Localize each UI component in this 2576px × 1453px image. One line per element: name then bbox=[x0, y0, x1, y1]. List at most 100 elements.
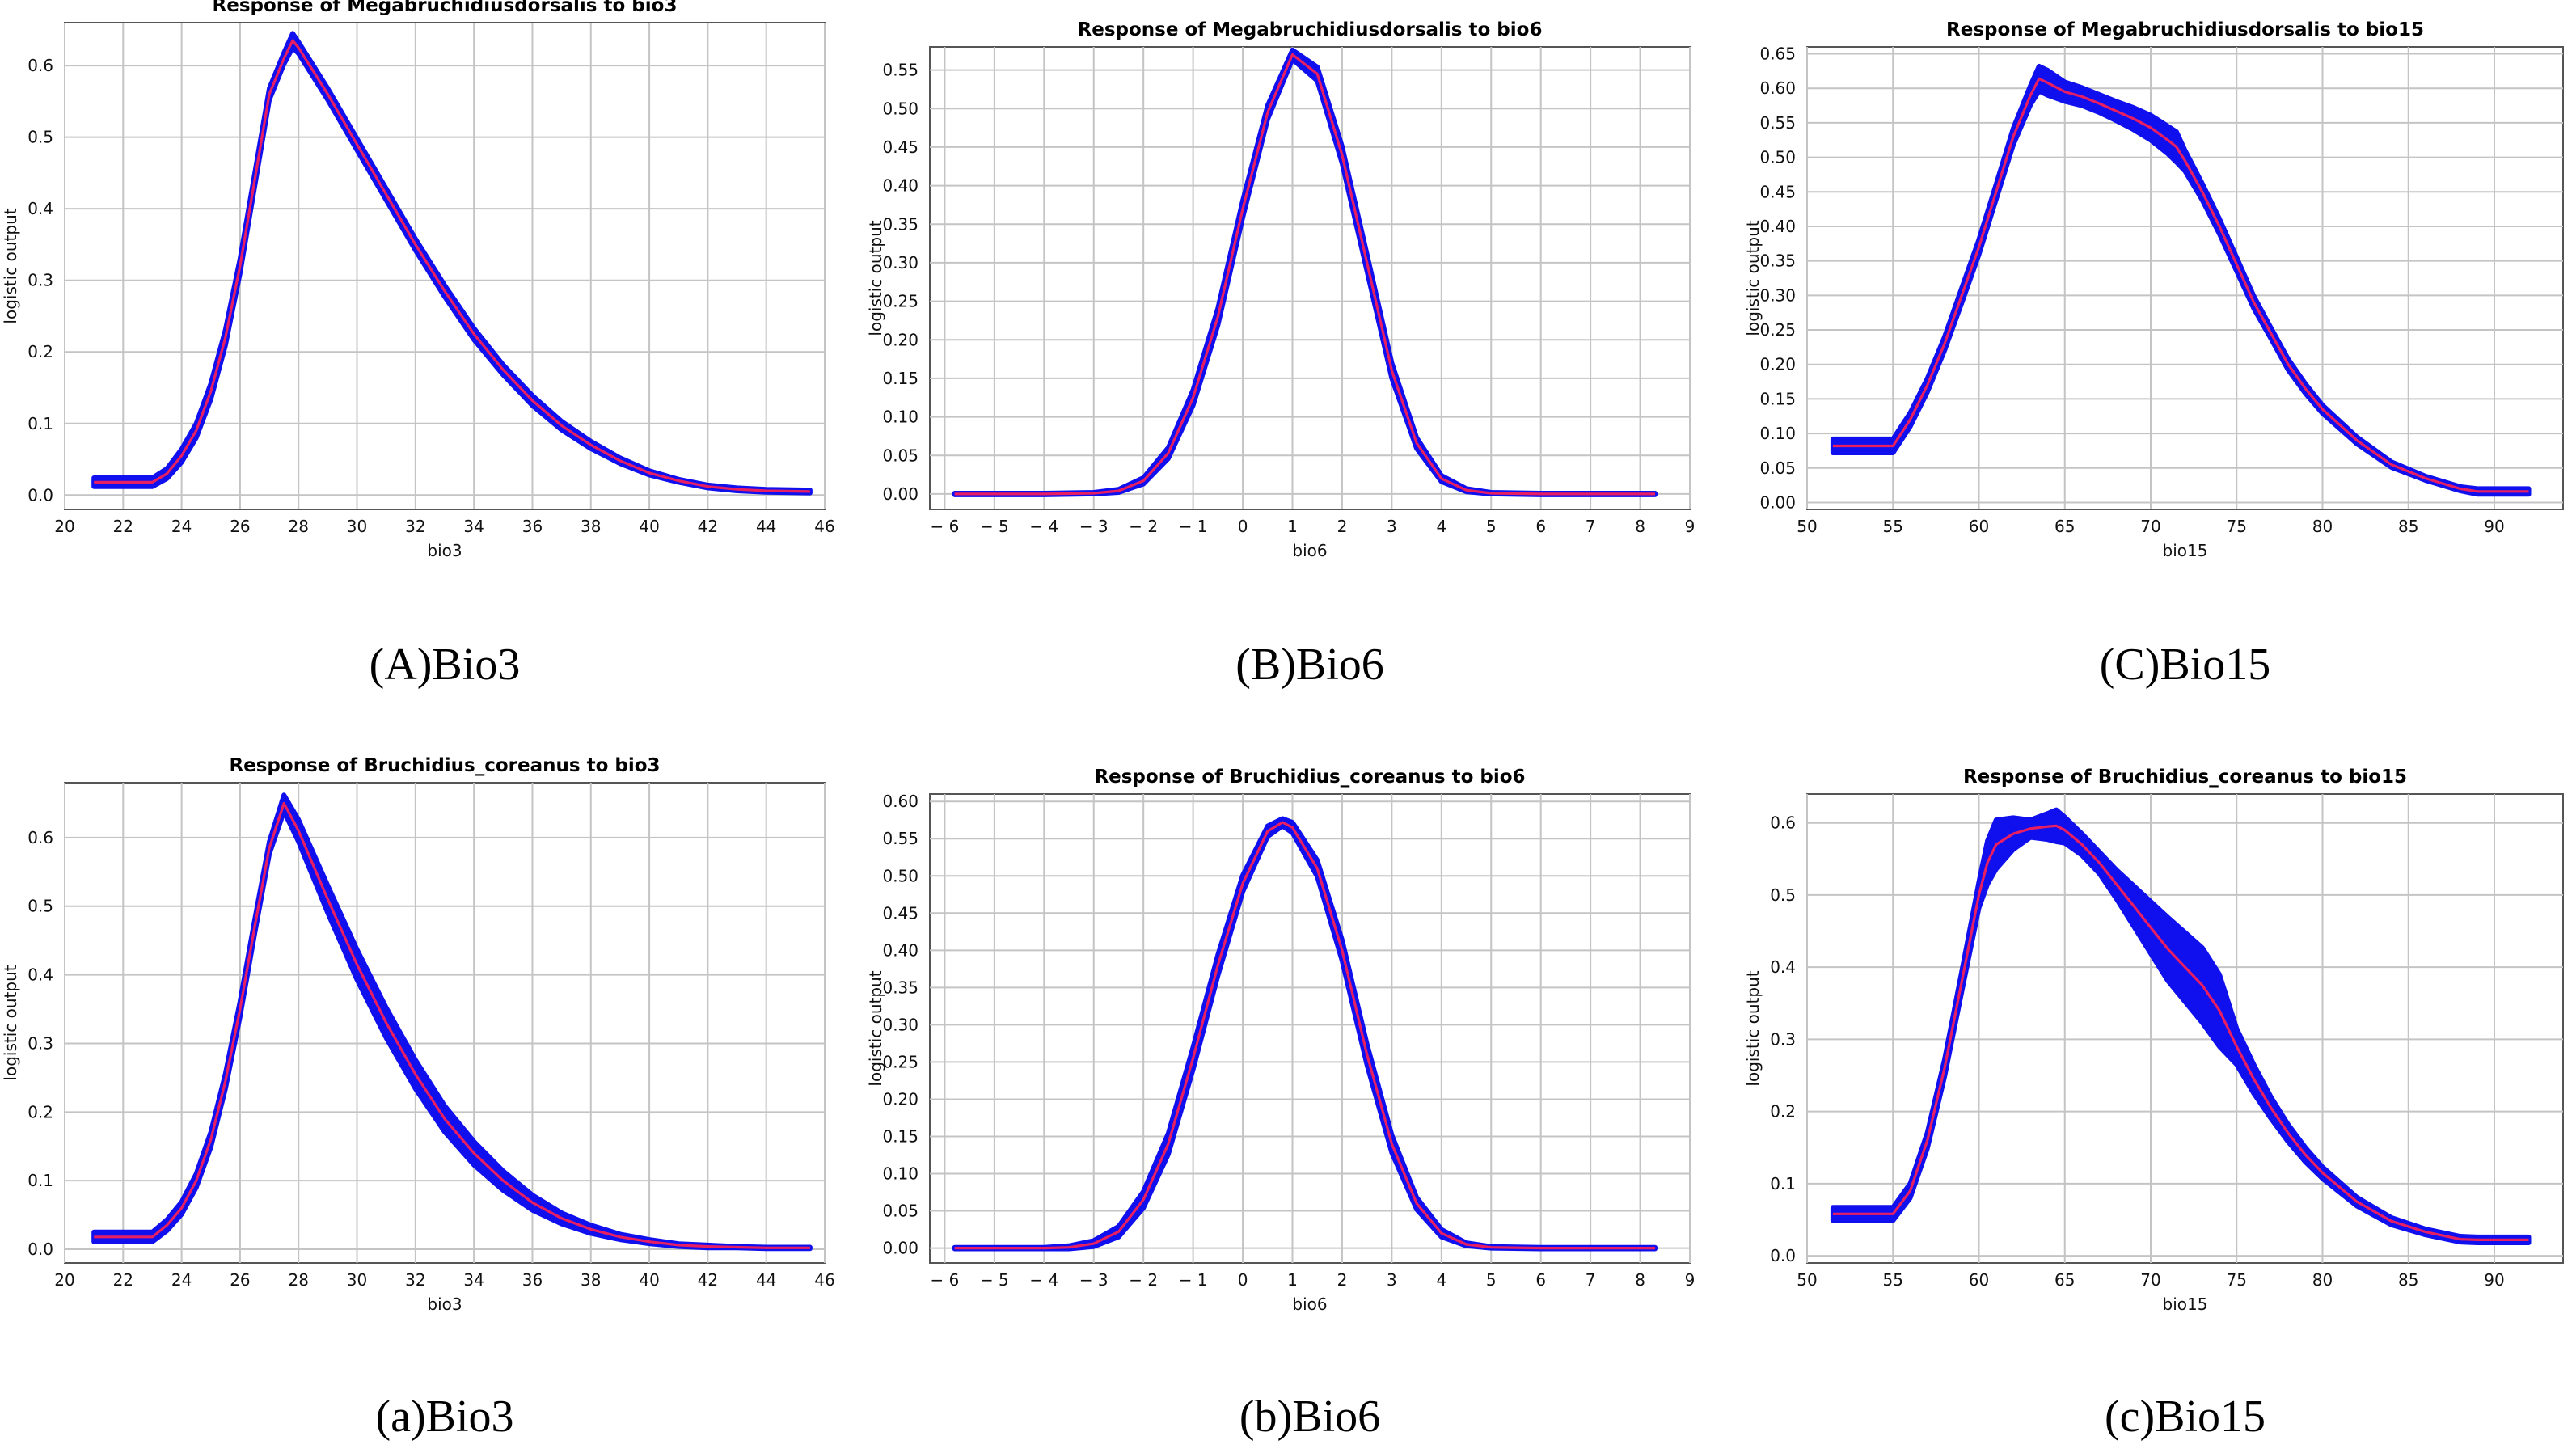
y-tick-label: 0.35 bbox=[882, 978, 918, 997]
x-tick-label: 24 bbox=[171, 1270, 192, 1290]
x-axis-label: bio6 bbox=[1292, 1295, 1327, 1314]
x-tick-label: 6 bbox=[1535, 1270, 1546, 1290]
y-tick-label: 0.00 bbox=[882, 484, 918, 504]
chart-title: Response of Bruchidius_coreanus to bio3 bbox=[229, 755, 660, 776]
x-tick-label: 42 bbox=[698, 517, 718, 536]
x-tick-label: 22 bbox=[113, 517, 133, 536]
y-tick-label: 0.05 bbox=[1759, 458, 1796, 478]
x-tick-label: 9 bbox=[1685, 517, 1696, 536]
y-axis-label: logistic output bbox=[1, 965, 20, 1080]
y-tick-label: 0.1 bbox=[1770, 1174, 1796, 1193]
y-tick-label: 0.30 bbox=[1759, 285, 1796, 305]
y-tick-label: 0.1 bbox=[27, 414, 53, 433]
y-tick-label: 0.35 bbox=[882, 214, 918, 234]
y-tick-label: 0.3 bbox=[27, 271, 53, 290]
panel-caption: (c)Bio15 bbox=[2105, 1392, 2266, 1442]
y-tick-label: 0.6 bbox=[27, 828, 53, 847]
x-tick-label: 85 bbox=[2398, 1270, 2418, 1290]
x-tick-label: 6 bbox=[1535, 517, 1546, 536]
y-tick-label: 0.60 bbox=[882, 792, 918, 811]
x-tick-label: 0 bbox=[1238, 517, 1248, 536]
y-tick-label: 0.55 bbox=[882, 829, 918, 848]
plot-frame bbox=[929, 46, 1691, 510]
y-tick-label: 0.65 bbox=[1759, 44, 1796, 64]
x-tick-label: 38 bbox=[581, 1270, 601, 1290]
y-tick-label: 0.20 bbox=[882, 330, 918, 349]
y-tick-label: 0.10 bbox=[882, 1164, 918, 1184]
x-tick-label: 3 bbox=[1387, 517, 1397, 536]
y-tick-label: 0.25 bbox=[882, 1052, 918, 1071]
x-tick-label: − 6 bbox=[931, 1270, 960, 1290]
x-tick-label: 55 bbox=[1883, 1270, 1903, 1290]
y-tick-label: 0.45 bbox=[882, 137, 918, 157]
y-tick-label: 0.30 bbox=[882, 1015, 918, 1034]
y-tick-label: 0.2 bbox=[27, 342, 53, 361]
panel-caption: (B)Bio6 bbox=[1235, 640, 1384, 690]
x-tick-label: − 5 bbox=[980, 517, 1009, 536]
y-tick-label: 0.5 bbox=[1770, 885, 1796, 905]
panel-caption: (a)Bio3 bbox=[375, 1392, 513, 1442]
x-tick-label: 1 bbox=[1287, 1270, 1298, 1290]
y-tick-label: 0.3 bbox=[27, 1033, 53, 1053]
x-tick-label: − 3 bbox=[1079, 517, 1109, 536]
x-tick-label: 24 bbox=[171, 517, 192, 536]
x-tick-label: 46 bbox=[814, 1270, 834, 1290]
x-tick-label: − 4 bbox=[1029, 517, 1058, 536]
y-axis-label: logistic output bbox=[1743, 970, 1763, 1086]
x-tick-label: 5 bbox=[1486, 517, 1497, 536]
chart-panel-2: − 6 − 5 − 4 − 3 − 2 − 1 0 1 2 3 4 5 6 7 8 9 0.00 0.05 0.10… bbox=[866, 19, 1695, 690]
mean-response-line bbox=[1832, 824, 2529, 1242]
y-tick-label: 0.05 bbox=[882, 446, 918, 465]
x-tick-label: 90 bbox=[2484, 517, 2504, 536]
y-tick-label: 0.00 bbox=[1759, 492, 1796, 512]
x-tick-label: 34 bbox=[463, 1270, 484, 1290]
x-tick-label: 28 bbox=[289, 1270, 309, 1290]
panel-caption: (A)Bio3 bbox=[370, 640, 521, 690]
x-tick-label: − 5 bbox=[980, 1270, 1009, 1290]
x-axis-label: bio3 bbox=[427, 541, 462, 560]
x-tick-label: 75 bbox=[2227, 517, 2247, 536]
y-tick-label: 0.15 bbox=[882, 369, 918, 388]
x-tick-label: 70 bbox=[2140, 1270, 2160, 1290]
y-tick-label: 0.1 bbox=[27, 1171, 53, 1190]
y-tick-label: 0.6 bbox=[1770, 813, 1796, 833]
plot-frame bbox=[64, 782, 826, 1264]
x-tick-label: 4 bbox=[1436, 517, 1446, 536]
y-tick-label: 0.50 bbox=[1759, 148, 1796, 167]
chart-title: Response of Bruchidius_coreanus to bio6 bbox=[1094, 767, 1525, 788]
x-tick-label: 50 bbox=[1797, 517, 1817, 536]
y-tick-label: 0.20 bbox=[1759, 355, 1796, 374]
x-tick-label: 65 bbox=[2054, 1270, 2075, 1290]
x-tick-label: 60 bbox=[1969, 1270, 1989, 1290]
x-tick-label: 30 bbox=[347, 517, 367, 536]
y-tick-label: 0.40 bbox=[882, 940, 918, 960]
x-tick-label: 28 bbox=[289, 517, 309, 536]
x-axis-label: bio3 bbox=[427, 1295, 462, 1314]
x-tick-label: 36 bbox=[522, 1270, 543, 1290]
x-axis-label: bio6 bbox=[1292, 541, 1327, 560]
y-tick-label: 0.6 bbox=[27, 56, 53, 75]
x-tick-label: 22 bbox=[113, 1270, 133, 1290]
y-tick-label: 0.10 bbox=[1759, 424, 1796, 443]
x-tick-label: 26 bbox=[230, 517, 250, 536]
x-tick-label: 80 bbox=[2312, 517, 2333, 536]
y-tick-label: 0.30 bbox=[882, 253, 918, 272]
x-tick-label: 50 bbox=[1797, 1270, 1817, 1290]
x-tick-label: 40 bbox=[639, 1270, 659, 1290]
x-tick-label: 20 bbox=[54, 517, 74, 536]
y-axis-label: logistic output bbox=[866, 220, 885, 336]
y-tick-label: 0.0 bbox=[1770, 1246, 1796, 1265]
y-tick-label: 0.4 bbox=[27, 965, 53, 985]
y-axis-label: logistic output bbox=[1743, 220, 1763, 336]
mean-response-line bbox=[954, 821, 1655, 1250]
mean-response-line bbox=[94, 39, 810, 493]
y-tick-label: 0.5 bbox=[27, 128, 53, 147]
x-tick-label: 70 bbox=[2140, 517, 2160, 536]
x-tick-label: 4 bbox=[1436, 1270, 1446, 1290]
mean-response-line bbox=[954, 53, 1655, 496]
y-tick-label: 0.40 bbox=[1759, 217, 1796, 236]
plot-frame bbox=[1806, 793, 2564, 1264]
panel-caption: (C)Bio15 bbox=[2100, 640, 2271, 690]
x-axis-label: bio15 bbox=[2163, 541, 2208, 560]
x-tick-label: 7 bbox=[1586, 1270, 1596, 1290]
